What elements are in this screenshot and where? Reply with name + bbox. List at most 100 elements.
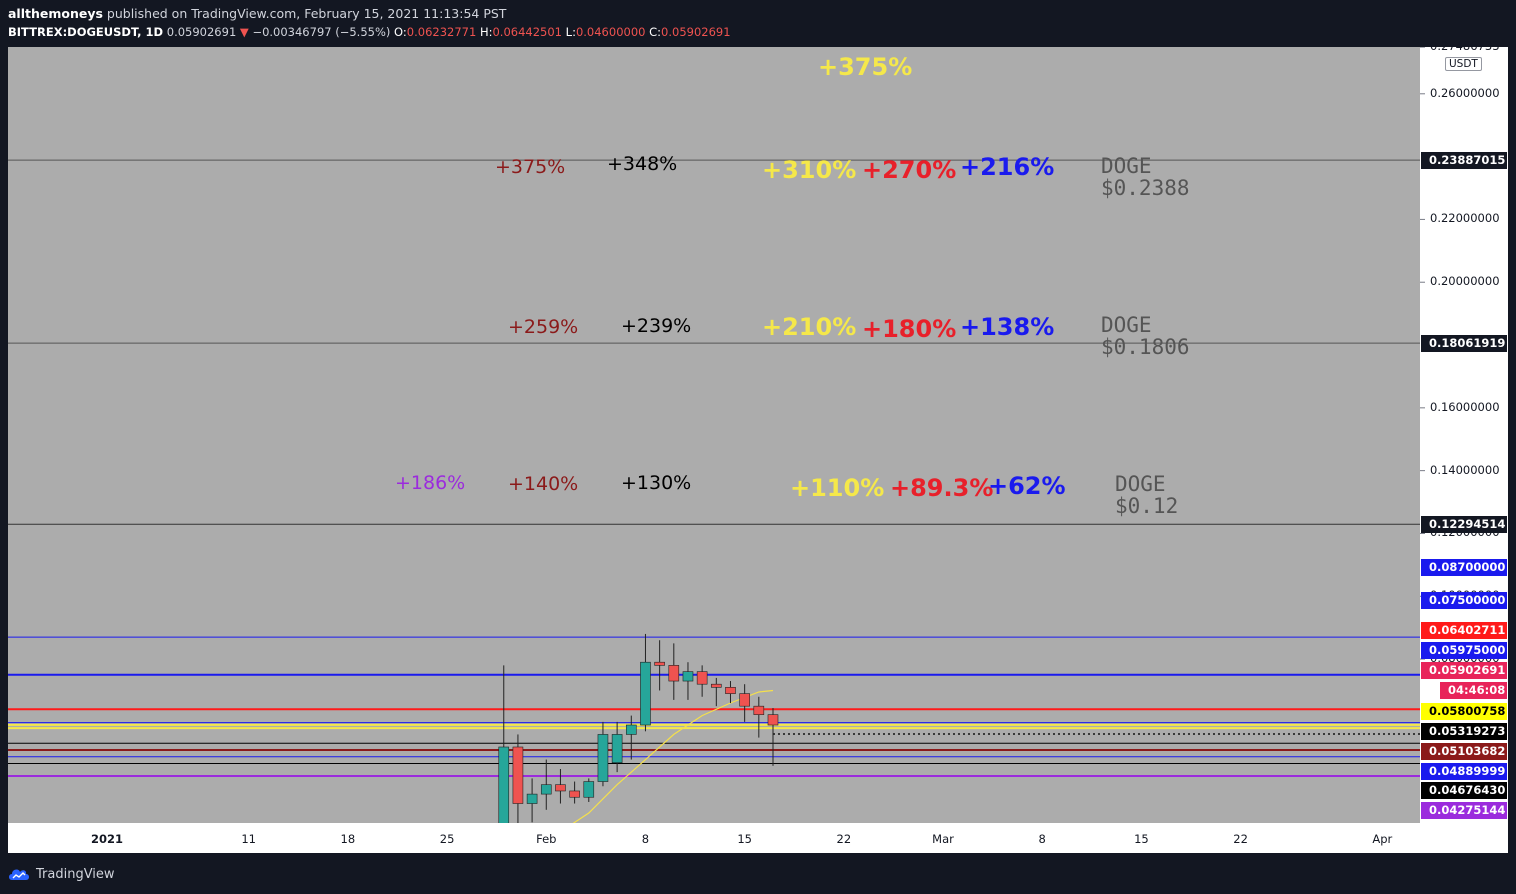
percent-annotation: +110%: [790, 474, 885, 502]
percent-annotation: +186%: [395, 472, 466, 494]
percent-annotation: +216%: [960, 153, 1055, 181]
footer-bar: TradingView: [0, 854, 1516, 894]
candle: [682, 662, 694, 700]
price-tick-label: 0.14000000: [1430, 462, 1500, 477]
percent-annotation: +375%: [818, 53, 913, 81]
candle-body: [597, 734, 609, 782]
candle-body: [654, 661, 665, 666]
percent-annotation: +180%: [862, 315, 957, 343]
candle-body: [767, 714, 779, 726]
price-level-label: 0.23887015: [1421, 152, 1507, 170]
price-level-label: 0.05975000: [1421, 642, 1507, 659]
time-tick-label: 18: [340, 832, 356, 846]
moving-average-line-0: [572, 689, 774, 823]
candle: [668, 643, 680, 700]
last-price: 0.05902691: [166, 25, 237, 39]
chart-plot-area[interactable]: +375% +375% +348% +310% +270% +216% +259% +239%…: [8, 47, 1420, 823]
percent-annotation: +140%: [508, 473, 579, 495]
price-level-label: 0.04889999: [1421, 763, 1507, 780]
candle: [625, 715, 637, 760]
doge-target-label: DOGE $0.12: [1115, 473, 1178, 517]
percent-annotation: +310%: [762, 156, 857, 184]
candle-body: [753, 705, 765, 715]
candle-body: [625, 724, 637, 735]
price-level-label: 0.07500000: [1421, 592, 1507, 609]
price-level-label: 0.06402711: [1421, 622, 1507, 639]
candle: [753, 696, 765, 738]
time-tick-label: 22: [1233, 832, 1248, 846]
candle: [597, 721, 609, 787]
candle: [540, 759, 552, 810]
candle-body: [569, 790, 580, 798]
candle: [526, 778, 538, 823]
time-axis[interactable]: 2021 11 18 25 Feb 8 15 22 Mar 8 15 22 Apr: [8, 823, 1420, 853]
percent-annotation: +270%: [862, 156, 957, 184]
doge-target-price: $0.1806: [1101, 335, 1190, 359]
candle: [739, 684, 750, 722]
candle: [767, 708, 779, 766]
candle-body: [640, 661, 651, 726]
price-tick-label: 0.20000000: [1430, 274, 1500, 289]
percent-annotation: +375%: [495, 156, 566, 178]
price-level-label: 0.12294514: [1421, 516, 1507, 534]
percent-annotation: +130%: [621, 472, 692, 494]
open-value: 0.06232771: [406, 25, 477, 39]
time-tick-label: 2021: [90, 832, 124, 846]
candle-countdown-label: 04:46:08: [1440, 682, 1507, 699]
price-level-label: 0.04275144: [1421, 802, 1507, 819]
chart-canvas[interactable]: [8, 47, 1420, 823]
candle-body: [725, 687, 736, 694]
published-text: published on TradingView.com, February 1…: [102, 6, 507, 21]
candle-body: [682, 671, 694, 682]
price-tick-label: 0.16000000: [1430, 399, 1500, 414]
price-change: −0.00346797 (−5.55%): [252, 25, 391, 39]
percent-annotation: +239%: [621, 315, 692, 337]
time-tick-label: 11: [241, 832, 257, 846]
high-value: 0.06442501: [492, 25, 562, 39]
candle: [498, 665, 510, 823]
candle: [611, 721, 623, 773]
candle: [696, 665, 708, 697]
price-level-label: 0.05103682: [1421, 743, 1507, 760]
candle-body: [696, 671, 708, 685]
author-name: allthemoneys: [8, 6, 103, 21]
doge-ticker: DOGE: [1101, 154, 1152, 178]
time-tick-label: Mar: [932, 832, 954, 846]
candle-body: [739, 693, 750, 707]
high-label: H:: [479, 25, 493, 39]
price-axis[interactable]: USDT 0.27486733 0.26000000 0.22000000 0.200…: [1420, 39, 1508, 823]
symbol-name[interactable]: BITTREX:DOGEUSDT, 1D: [8, 25, 164, 39]
percent-annotation: +348%: [607, 153, 678, 175]
price-level-label: 0.05902691: [1421, 662, 1507, 679]
tradingview-cloud-icon: [9, 869, 29, 880]
price-tick-label: 0.27486733: [1430, 39, 1500, 54]
down-arrow-icon: ▼: [239, 25, 249, 39]
candle-body: [540, 784, 552, 795]
axis-corner: [1420, 823, 1508, 853]
tradingview-logo[interactable]: TradingView: [8, 864, 115, 884]
candle-body: [498, 746, 510, 823]
candle-body: [526, 793, 538, 804]
price-level-label: 0.05319273: [1421, 723, 1507, 740]
candle: [555, 768, 566, 804]
doge-ticker: DOGE: [1101, 313, 1152, 337]
candle-body: [668, 665, 680, 682]
doge-target-label: DOGE $0.2388: [1101, 155, 1190, 199]
candle-body: [555, 784, 566, 792]
doge-target-price: $0.2388: [1101, 176, 1190, 200]
time-tick-label: 25: [439, 832, 455, 846]
candle: [640, 633, 651, 732]
publish-info: allthemoneys published on TradingView.co…: [8, 6, 506, 24]
low-label: L:: [565, 25, 576, 39]
percent-annotation: +259%: [508, 316, 579, 338]
currency-badge[interactable]: USDT: [1445, 57, 1482, 71]
candle: [711, 677, 722, 707]
price-level-label: 0.08700000: [1421, 559, 1507, 576]
time-tick-label: 15: [737, 832, 752, 846]
doge-target-label: DOGE $0.1806: [1101, 314, 1190, 358]
open-label: O:: [394, 25, 407, 39]
price-level-label: 0.04676430: [1421, 782, 1507, 799]
close-value: 0.05902691: [661, 25, 731, 39]
price-level-label: 0.18061919: [1421, 335, 1507, 353]
candle-body: [611, 734, 623, 764]
